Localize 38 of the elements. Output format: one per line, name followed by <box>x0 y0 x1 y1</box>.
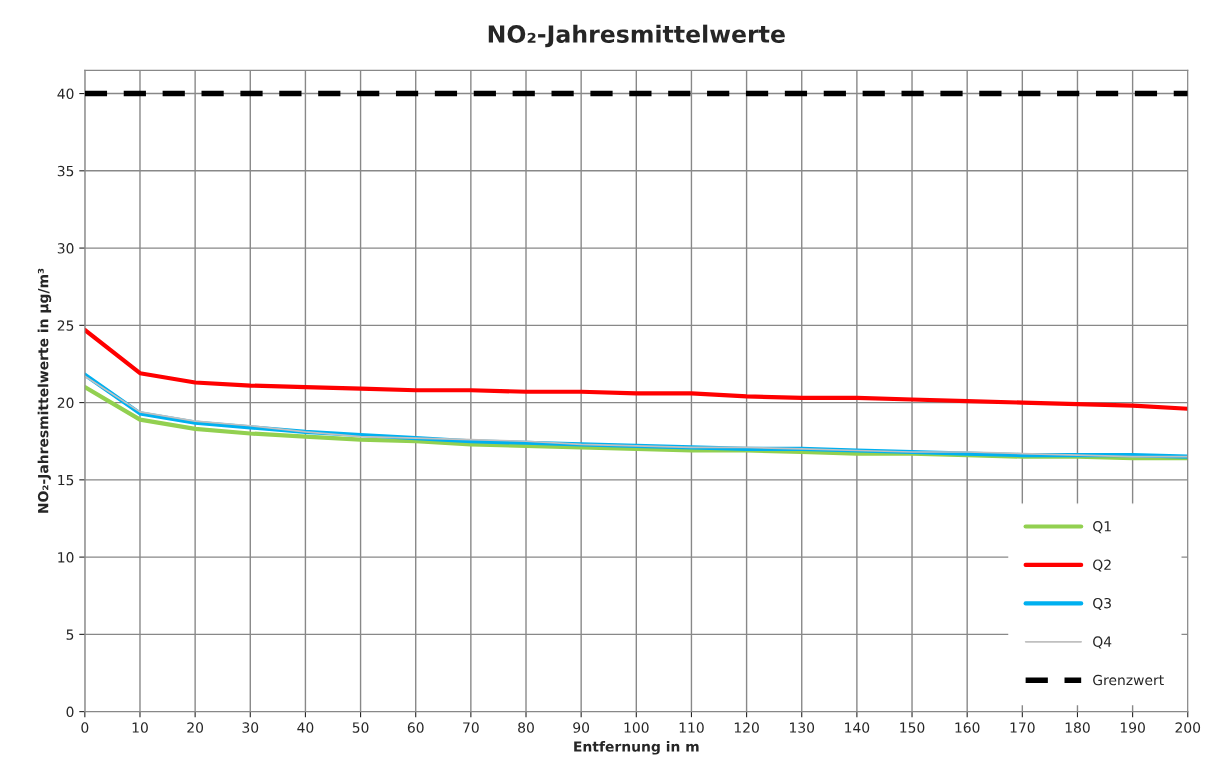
y-tick-label: 25 <box>57 320 74 331</box>
x-tick-label: 120 <box>734 722 759 733</box>
x-tick-label: 60 <box>407 722 424 733</box>
x-tick-label: 140 <box>845 722 870 733</box>
y-tick-label: 35 <box>57 165 74 177</box>
x-tick-label: 20 <box>187 722 204 733</box>
legend-label: Q2 <box>1093 559 1111 572</box>
x-tick-label: 100 <box>624 722 649 733</box>
y-tick-label: 15 <box>58 475 74 486</box>
y-axis-title: NO₂-Jahresmittelwerte in µg/m³ <box>37 268 52 513</box>
x-tick-label: 110 <box>679 722 704 733</box>
x-tick-label: 130 <box>790 722 815 733</box>
x-tick-label: 190 <box>1120 722 1145 733</box>
x-tick-label: 10 <box>132 722 148 733</box>
y-tick-label: 0 <box>66 706 74 718</box>
legend-label: Q4 <box>1093 636 1112 649</box>
x-tick-label: 70 <box>463 722 479 733</box>
x-tick-label: 0 <box>81 722 89 733</box>
legend-label: Grenzwert <box>1093 674 1164 686</box>
y-tick-label: 10 <box>58 552 74 563</box>
x-tick-label: 180 <box>1065 722 1090 733</box>
y-tick-label: 40 <box>57 88 74 100</box>
y-tick-label: 30 <box>57 243 74 254</box>
x-tick-label: 40 <box>297 722 314 733</box>
x-tick-label: 50 <box>352 722 369 733</box>
x-tick-label: 90 <box>573 722 590 733</box>
legend-label: Q1 <box>1093 521 1111 534</box>
x-tick-label: 170 <box>1010 722 1035 733</box>
x-axis-title: Entfernung in m <box>574 741 699 755</box>
y-tick-label: 20 <box>57 397 74 409</box>
x-tick-label: 30 <box>242 722 259 733</box>
legend-label: Q3 <box>1093 597 1111 611</box>
x-tick-label: 80 <box>518 722 534 733</box>
chart-title: NO₂-Jahresmittelwerte <box>488 24 785 48</box>
x-tick-label: 200 <box>1175 722 1201 733</box>
y-tick-label: 5 <box>66 629 74 640</box>
x-tick-label: 150 <box>900 722 925 733</box>
x-tick-label: 160 <box>955 722 980 733</box>
